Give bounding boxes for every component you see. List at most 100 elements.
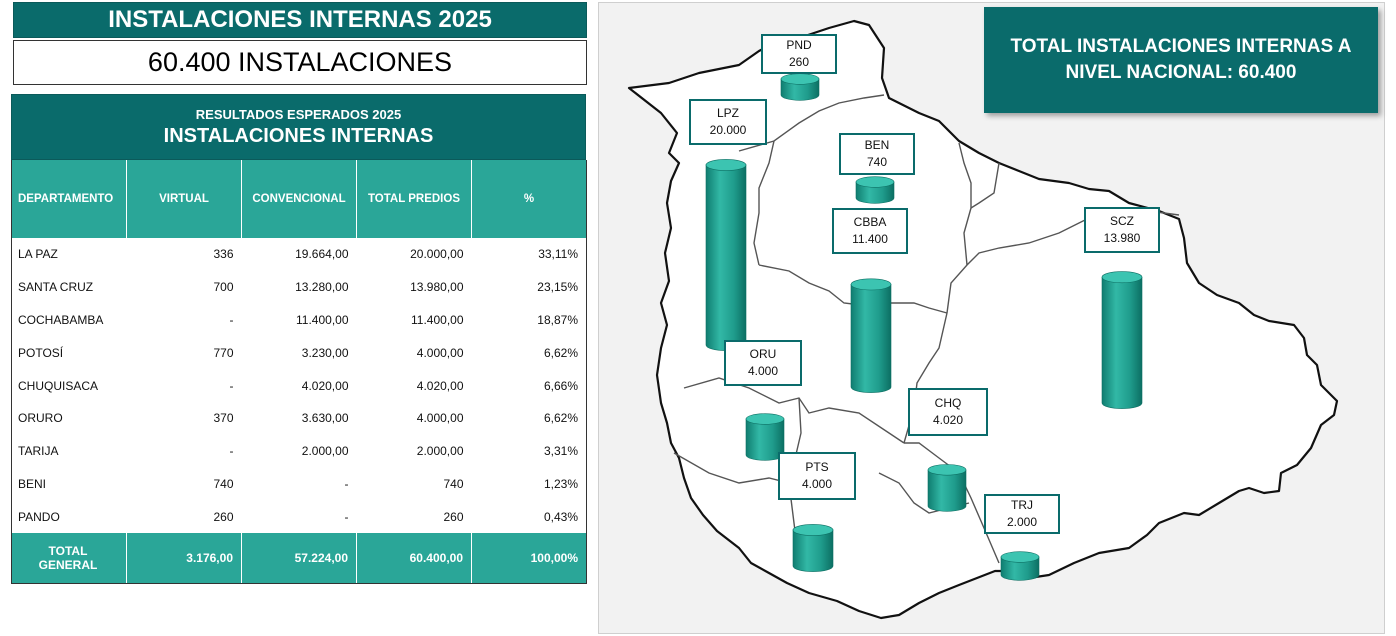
total-installations: 60.400 INSTALACIONES xyxy=(13,40,587,85)
table-cell: 336 xyxy=(213,247,234,262)
total-label: TOTAL GENERAL xyxy=(11,533,127,585)
label-value: 740 xyxy=(866,155,888,169)
cylinder-body xyxy=(1000,556,1040,581)
table-cell: 6,62% xyxy=(471,401,587,435)
table-cell: - xyxy=(229,444,234,459)
table-cell: 18,87% xyxy=(471,303,587,337)
cylinder-top xyxy=(745,413,785,425)
table-cell: POTOSÍ xyxy=(11,336,127,370)
data-table: DEPARTAMENTO VIRTUAL CONVENCIONAL TOTAL … xyxy=(11,160,587,585)
table-header-line2: INSTALACIONES INTERNAS xyxy=(163,124,434,147)
table-cell: 2.000,00 xyxy=(416,444,464,459)
page-title: INSTALACIONES INTERNAS 2025 xyxy=(13,2,587,38)
table-row: COCHABAMBA - 11.400,00 11.400,00 18,87% xyxy=(11,303,587,337)
label-pnd: PND 260 xyxy=(761,34,837,74)
column-header: VIRTUAL xyxy=(126,160,242,238)
total-cell: 57.224,00 xyxy=(241,533,357,585)
table-row: LA PAZ 336 19.664,00 20.000,00 33,11% xyxy=(11,238,587,271)
cylinder-chq xyxy=(927,464,967,512)
table-cell: 13.280,00 xyxy=(295,280,349,295)
cylinder-top xyxy=(1000,551,1040,563)
table-cell: 4.020,00 xyxy=(416,378,464,393)
table-cell: 3,31% xyxy=(471,434,587,468)
table-cell: 13.980,00 xyxy=(410,280,464,295)
label-code: BEN xyxy=(864,138,890,152)
total-cell: 3.176,00 xyxy=(126,533,242,585)
label-ben: BEN 740 xyxy=(839,133,915,175)
cylinder-body xyxy=(855,181,895,204)
label-value: 260 xyxy=(788,55,810,69)
label-value: 20.000 xyxy=(709,123,747,137)
label-value: 11.400 xyxy=(852,232,888,246)
label-code: CHQ xyxy=(934,396,962,410)
cylinder-cbba xyxy=(850,278,892,393)
cylinder-lpz xyxy=(705,159,747,351)
label-code: SCZ xyxy=(1110,214,1134,228)
table-cell: LA PAZ xyxy=(11,238,127,271)
cylinder-ben xyxy=(855,176,895,204)
label-code: PTS xyxy=(805,460,829,474)
column-header: % xyxy=(471,160,587,238)
table-cell: 20.000,00 xyxy=(410,247,464,262)
column-header: TOTAL PREDIOS xyxy=(356,160,472,238)
label-lpz: LPZ 20.000 xyxy=(689,99,767,145)
cylinder-scz xyxy=(1101,271,1143,409)
table-cell: COCHABAMBA xyxy=(11,303,127,337)
table-cell: 33,11% xyxy=(471,238,587,271)
label-code: TRJ xyxy=(1011,498,1033,512)
cylinder-chart xyxy=(705,73,1143,581)
label-value: 4.020 xyxy=(932,413,964,427)
table-header-line1: RESULTADOS ESPERADOS 2025 xyxy=(195,106,402,122)
label-value: 4.000 xyxy=(801,477,833,491)
table-cell: ORURO xyxy=(11,401,127,435)
cylinder-body xyxy=(780,78,820,101)
table-row: TARIJA - 2.000,00 2.000,00 3,31% xyxy=(11,434,587,468)
table-cell: 4.000,00 xyxy=(416,345,464,360)
table-row: CHUQUISACA - 4.020,00 4.020,00 6,66% xyxy=(11,369,587,402)
table-row: ORURO 370 3.630,00 4.000,00 6,62% xyxy=(11,401,587,435)
table-cell: 260 xyxy=(443,509,464,524)
cylinder-top xyxy=(780,73,820,85)
table-row: BENI 740 - 740 1,23% xyxy=(11,467,587,501)
label-code: ORU xyxy=(749,347,777,361)
results-table: RESULTADOS ESPERADOS 2025 INSTALACIONES … xyxy=(11,94,587,585)
table-cell: 770 xyxy=(213,345,234,360)
cylinder-pts xyxy=(792,524,834,572)
label-value: 4.000 xyxy=(747,364,779,378)
cylinder-body xyxy=(1101,276,1143,409)
label-code: PND xyxy=(786,38,812,52)
table-cell: 740 xyxy=(213,476,234,491)
table-cell: 1,23% xyxy=(471,467,587,501)
table-cell: 6,62% xyxy=(471,336,587,370)
table-cell: - xyxy=(344,476,349,491)
table-cell: 6,66% xyxy=(471,369,587,402)
label-value: 2.000 xyxy=(1006,515,1038,529)
table-cell: 4.000,00 xyxy=(416,411,464,426)
table-cell: 23,15% xyxy=(471,270,587,304)
label-pts: PTS 4.000 xyxy=(778,452,856,500)
table-cell: 19.664,00 xyxy=(295,247,349,262)
table-header: RESULTADOS ESPERADOS 2025 INSTALACIONES … xyxy=(11,94,586,160)
total-cell: 60.400,00 xyxy=(356,533,472,585)
cylinder-top xyxy=(1101,271,1143,284)
column-header-row: DEPARTAMENTO VIRTUAL CONVENCIONAL TOTAL … xyxy=(11,160,587,238)
cylinder-top xyxy=(850,278,892,291)
cylinder-top xyxy=(705,159,747,171)
table-row: POTOSÍ 770 3.230,00 4.000,00 6,62% xyxy=(11,336,587,370)
column-header: CONVENCIONAL xyxy=(241,160,357,238)
table-cell: SANTA CRUZ xyxy=(11,270,127,304)
table-cell: - xyxy=(344,509,349,524)
table-cell: 4.020,00 xyxy=(301,378,349,393)
cylinder-pnd xyxy=(780,73,820,101)
cylinder-top xyxy=(855,176,895,188)
table-cell: - xyxy=(229,378,234,393)
table-cell: 11.400,00 xyxy=(411,312,464,327)
label-cbba: CBBA 11.400 xyxy=(832,208,908,254)
label-code: CBBA xyxy=(853,215,887,229)
table-cell: 3.230,00 xyxy=(301,345,349,360)
total-row: TOTAL GENERAL 3.176,00 57.224,00 60.400,… xyxy=(11,533,587,585)
cylinder-body xyxy=(850,284,892,393)
label-trj: TRJ 2.000 xyxy=(984,494,1060,534)
table-cell: 3.630,00 xyxy=(301,411,349,426)
cylinder-body xyxy=(927,469,967,512)
